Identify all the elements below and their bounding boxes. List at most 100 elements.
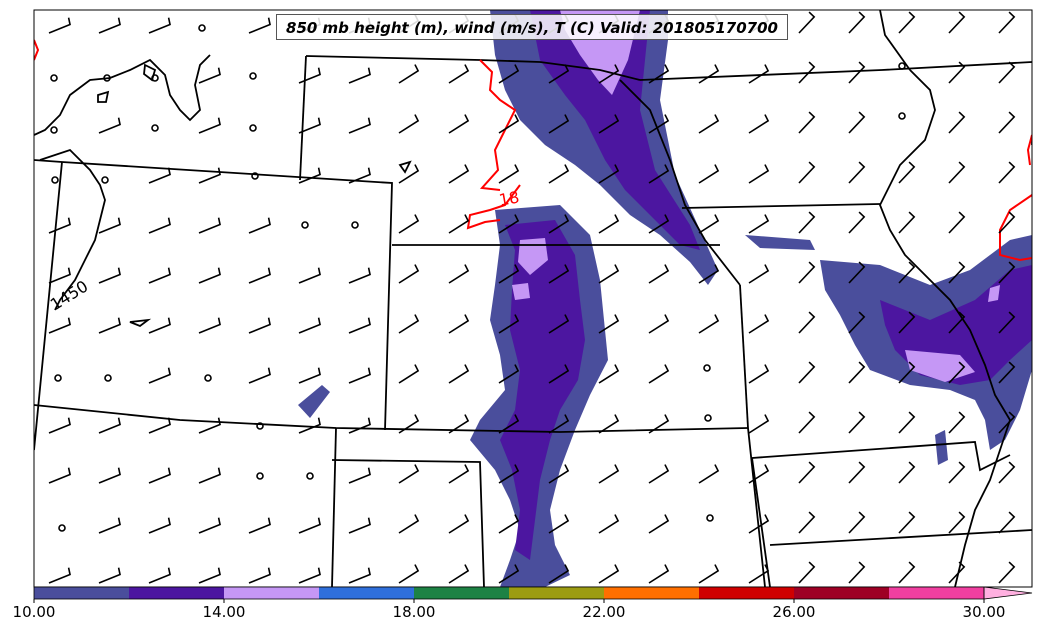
wind-barb bbox=[398, 214, 420, 234]
wind-barb bbox=[998, 111, 1016, 134]
wind-barb bbox=[948, 311, 966, 334]
state-boundaries bbox=[34, 10, 1032, 587]
wind-barb bbox=[148, 517, 171, 534]
wind-barb bbox=[298, 317, 321, 334]
boundary-sd-ne bbox=[305, 55, 641, 81]
wind-barb bbox=[648, 214, 670, 234]
wind-barb bbox=[348, 517, 371, 534]
wind-barb bbox=[248, 267, 271, 284]
wind-barb bbox=[348, 67, 371, 84]
wind-barb bbox=[598, 364, 620, 384]
calm-wind-marker bbox=[50, 74, 58, 82]
wind-barb bbox=[798, 11, 816, 34]
colorbar-segment bbox=[699, 587, 795, 599]
colorbar-segment bbox=[129, 587, 225, 599]
wind-barb bbox=[298, 167, 321, 184]
wind-barb bbox=[198, 117, 221, 134]
wind-barb bbox=[548, 64, 570, 84]
boundary-ia-mo bbox=[681, 203, 881, 209]
wind-barb bbox=[998, 361, 1016, 384]
colorbar bbox=[33, 586, 1033, 603]
wind-barb bbox=[148, 567, 171, 584]
wind-barb bbox=[498, 314, 520, 334]
wind-barb bbox=[798, 461, 816, 484]
wind-barb bbox=[448, 314, 470, 334]
wind-barb bbox=[398, 514, 420, 534]
shading-mo-strip bbox=[745, 235, 815, 250]
wind-barb bbox=[348, 117, 371, 134]
calm-wind-marker bbox=[204, 374, 212, 382]
wind-barb bbox=[198, 467, 221, 484]
wind-barb bbox=[898, 411, 916, 434]
wind-barb bbox=[398, 114, 420, 134]
shading-north-inner bbox=[530, 10, 700, 250]
wind-barb bbox=[198, 267, 221, 284]
wind-barb bbox=[848, 561, 866, 584]
wind-barb bbox=[48, 417, 71, 434]
wind-barb bbox=[848, 311, 866, 334]
wind-barb bbox=[698, 214, 720, 234]
colorbar-segment bbox=[604, 587, 700, 599]
boundary-ia-mn bbox=[639, 61, 1032, 81]
wind-barb bbox=[598, 314, 620, 334]
wind-barb bbox=[698, 564, 720, 584]
colorbar-segment bbox=[319, 587, 415, 599]
calm-wind-marker bbox=[54, 374, 62, 382]
calm-wind-marker bbox=[101, 176, 109, 184]
wind-barb bbox=[748, 314, 770, 334]
wind-barb bbox=[98, 317, 121, 334]
wind-barb bbox=[898, 11, 916, 34]
wind-barb bbox=[448, 264, 470, 284]
wind-barb bbox=[948, 411, 966, 434]
wind-barb bbox=[98, 267, 121, 284]
boundary-ks-east bbox=[739, 284, 749, 429]
wind-barb bbox=[998, 411, 1016, 434]
wind-barb bbox=[548, 464, 570, 484]
wind-barb bbox=[98, 17, 121, 34]
wind-barb bbox=[948, 261, 966, 284]
wind-barb bbox=[998, 461, 1016, 484]
wind-barb bbox=[948, 211, 966, 234]
wind-barb bbox=[298, 117, 321, 134]
shading-arkansas bbox=[935, 430, 948, 465]
colorbar-segment bbox=[34, 587, 130, 599]
wind-barb bbox=[548, 264, 570, 284]
wind-barb bbox=[448, 414, 470, 434]
wind-barb bbox=[848, 361, 866, 384]
calm-wind-marker bbox=[50, 126, 58, 134]
wind-barb bbox=[598, 464, 620, 484]
wind-barb bbox=[648, 464, 670, 484]
wind-barb bbox=[498, 464, 520, 484]
wind-barb bbox=[548, 514, 570, 534]
wind-barb bbox=[498, 214, 520, 234]
wind-barb bbox=[948, 111, 966, 134]
wind-barb bbox=[948, 61, 966, 84]
wind-barb bbox=[398, 364, 420, 384]
wind-barb bbox=[848, 211, 866, 234]
wind-barb bbox=[398, 164, 420, 184]
wind-barb bbox=[398, 464, 420, 484]
wind-barb bbox=[148, 217, 171, 234]
colorbar-segment bbox=[224, 587, 320, 599]
wind-barb bbox=[948, 461, 966, 484]
wind-barb bbox=[98, 467, 121, 484]
wind-barb bbox=[698, 114, 720, 134]
colorbar-segment bbox=[414, 587, 510, 599]
wind-barb bbox=[648, 364, 670, 384]
calm-wind-marker bbox=[151, 124, 159, 132]
colorbar-extend-arrow bbox=[983, 586, 1033, 600]
wind-barb bbox=[548, 164, 570, 184]
colorbar-tick-label: 22.00 bbox=[582, 603, 626, 621]
boundary-wy-west bbox=[34, 161, 63, 451]
calm-wind-marker bbox=[58, 524, 66, 532]
wind-barb bbox=[998, 161, 1016, 184]
calm-wind-marker bbox=[151, 74, 159, 82]
wind-barb bbox=[348, 167, 371, 184]
wind-barb bbox=[198, 517, 221, 534]
wind-barb bbox=[98, 567, 121, 584]
wind-barb bbox=[898, 561, 916, 584]
wind-barb bbox=[648, 114, 670, 134]
calm-wind-marker bbox=[306, 472, 314, 480]
wind-barb bbox=[148, 417, 171, 434]
wind-barb bbox=[298, 567, 321, 584]
